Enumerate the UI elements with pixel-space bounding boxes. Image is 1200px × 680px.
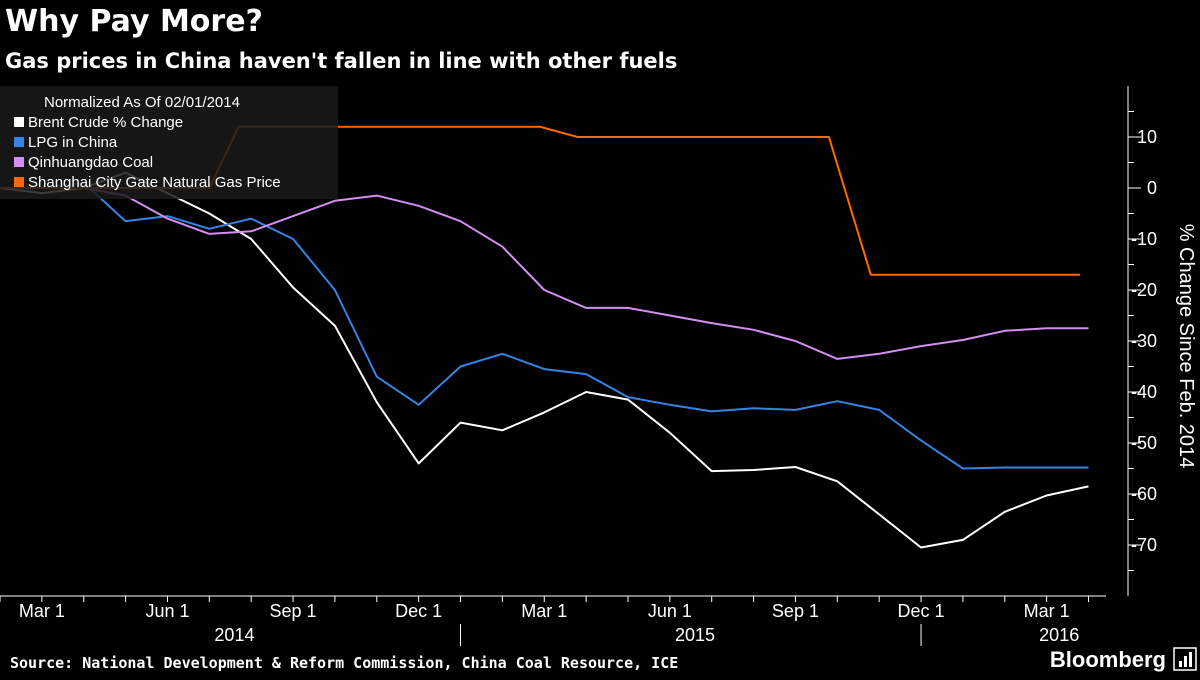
legend: Normalized As Of 02/01/2014 Brent Crude …	[0, 86, 338, 199]
x-year-label: 2015	[675, 625, 715, 645]
y-tick-label: 0	[1147, 178, 1157, 198]
x-tick-label: Dec 1	[395, 601, 442, 621]
chart-title: Why Pay More?	[5, 4, 263, 39]
legend-swatch-qinhuangdao-coal	[14, 157, 24, 167]
x-tick-label: Sep 1	[270, 601, 317, 621]
series-line-qinhuangdao-coal	[0, 187, 1089, 360]
chart-subtitle: Gas prices in China haven't fallen in li…	[5, 49, 677, 73]
x-tick-label: Mar 1	[521, 601, 567, 621]
legend-label-qinhuangdao-coal: Qinhuangdao Coal	[28, 154, 153, 171]
legend-title: Normalized As Of 02/01/2014	[44, 94, 240, 111]
x-tick-label: Mar 1	[1024, 601, 1070, 621]
bloomberg-logo: Bloomberg	[1050, 647, 1166, 672]
x-tick-label: Dec 1	[898, 601, 945, 621]
y-axis-label: % Change Since Feb. 2014	[1175, 224, 1197, 469]
x-tick-label: Jun 1	[648, 601, 692, 621]
y-tick-label: 10	[1137, 127, 1157, 147]
y-axis: 10 0 -10 -20 -30 -40 -50 -60 -70	[1127, 86, 1157, 596]
legend-swatch-shanghai-city-gate-natural-gas-price	[14, 177, 24, 187]
x-year-label: 2016	[1039, 625, 1079, 645]
legend-label-brent-crude-change: Brent Crude % Change	[28, 114, 183, 131]
x-year-label: 2014	[214, 625, 254, 645]
legend-label-shanghai-city-gate-natural-gas-price: Shanghai City Gate Natural Gas Price	[28, 174, 281, 191]
legend-swatch-lpg-in-china	[14, 137, 24, 147]
y-tick-label: -60	[1131, 484, 1157, 504]
y-tick-label: -20	[1131, 280, 1157, 300]
y-tick-label: -40	[1131, 382, 1157, 402]
bloomberg-logo-icon	[1173, 647, 1197, 671]
x-tick-label: Sep 1	[772, 601, 819, 621]
x-tick-label: Jun 1	[145, 601, 189, 621]
x-axis: Mar 1 Jun 1 Sep 1 Dec 1 Mar 1 Jun 1 Sep 1 Dec 1…	[0, 595, 1106, 646]
legend-label-lpg-in-china: LPG in China	[28, 134, 118, 151]
x-tick-label: Mar 1	[19, 601, 65, 621]
legend-swatch-brent-crude-change	[14, 117, 24, 127]
legend-background	[0, 86, 338, 199]
source-note: Source: National Development & Reform Co…	[10, 654, 678, 672]
y-tick-label: -70	[1131, 535, 1157, 555]
legend-items: Brent Crude % Change LPG in China Qinhuang…	[14, 114, 281, 191]
series-line-brent-crude-change	[0, 171, 1089, 549]
series-line-lpg-in-china	[0, 181, 1089, 470]
y-tick-label: -30	[1131, 331, 1157, 351]
y-tick-label: -50	[1131, 433, 1157, 453]
y-tick-label: -10	[1131, 229, 1157, 249]
